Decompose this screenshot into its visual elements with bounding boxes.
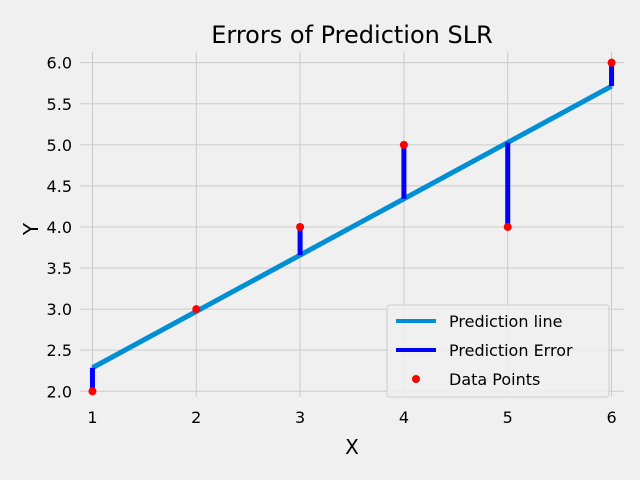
- data-point: [607, 58, 616, 67]
- prediction-line-layer: [91, 83, 613, 370]
- y-tick-label: 5.5: [47, 95, 72, 114]
- data-point: [503, 222, 512, 231]
- legend-swatch-data-points: [412, 375, 420, 383]
- data-point-layer: [88, 58, 616, 396]
- y-tick-label: 5.0: [47, 136, 72, 155]
- chart-title: Errors of Prediction SLR: [211, 21, 493, 49]
- data-point: [399, 140, 408, 149]
- y-tick-label: 3.5: [47, 259, 72, 278]
- x-tick-label: 1: [87, 408, 97, 427]
- data-point: [192, 305, 201, 314]
- data-point: [296, 222, 305, 231]
- y-tick-label: 4.0: [47, 218, 72, 237]
- x-axis-label: X: [345, 435, 359, 459]
- y-tick-label: 3.0: [47, 300, 72, 319]
- x-tick-labels: 1 2 3 4 5 6: [87, 408, 616, 427]
- legend-label-prediction-error: Prediction Error: [449, 341, 573, 360]
- x-tick-label: 6: [606, 408, 616, 427]
- x-tick-label: 5: [503, 408, 513, 427]
- y-axis-label: Y: [19, 222, 43, 236]
- y-tick-labels: 2.0 2.5 3.0 3.5 4.0 4.5 5.0 5.5 6.0: [47, 54, 72, 402]
- x-tick-label: 3: [295, 408, 305, 427]
- y-tick-label: 6.0: [47, 54, 72, 73]
- legend-label-prediction-line: Prediction line: [449, 312, 562, 331]
- legend: Prediction line Prediction Error Data Po…: [386, 304, 610, 398]
- legend-label-data-points: Data Points: [449, 370, 540, 389]
- y-tick-label: 4.5: [47, 177, 72, 196]
- y-tick-label: 2.5: [47, 341, 72, 360]
- x-tick-label: 4: [399, 408, 409, 427]
- data-point: [88, 387, 97, 396]
- x-tick-label: 2: [191, 408, 201, 427]
- prediction-line: [91, 83, 613, 370]
- y-tick-label: 2.0: [47, 382, 72, 401]
- legend-box: [386, 304, 610, 398]
